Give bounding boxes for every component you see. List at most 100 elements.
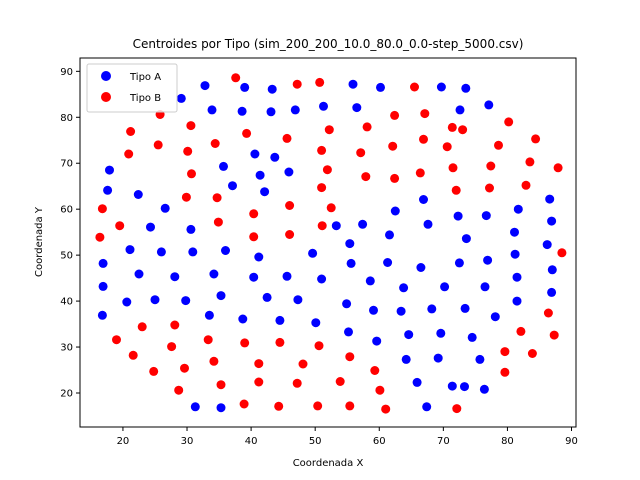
data-point-series-0-67: [390, 206, 400, 216]
data-point-series-1-79: [521, 180, 531, 190]
data-point-series-1-58: [381, 404, 391, 414]
data-point-series-0-19: [170, 272, 180, 282]
data-point-series-1-29: [249, 232, 259, 242]
x-tick-label: 30: [181, 436, 194, 447]
data-point-series-1-45: [317, 183, 327, 193]
points-layer: [95, 73, 567, 414]
data-point-series-1-66: [442, 142, 452, 152]
data-point-series-0-74: [419, 195, 428, 204]
data-point-series-1-39: [292, 378, 302, 388]
data-point-series-0-78: [433, 353, 443, 363]
data-point-series-0-79: [436, 328, 446, 338]
data-point-series-1-23: [213, 217, 223, 227]
data-point-series-1-46: [317, 221, 327, 231]
data-point-series-0-9: [103, 185, 113, 195]
data-point-series-0-8: [98, 258, 108, 268]
legend: Tipo A Tipo B: [86, 63, 178, 113]
data-point-series-1-75: [500, 347, 510, 357]
data-point-series-0-53: [331, 221, 341, 231]
y-axis: 20 30 40 50 60 70 80 90: [60, 67, 80, 399]
y-tick-label: 60: [60, 205, 73, 216]
data-point-series-0-39: [260, 187, 270, 197]
data-point-series-0-17: [156, 247, 166, 257]
data-point-series-1-8: [149, 366, 159, 376]
data-point-series-1-67: [447, 122, 457, 132]
data-point-series-1-49: [326, 203, 336, 213]
data-point-series-1-82: [531, 134, 541, 144]
data-point-series-0-45: [282, 271, 292, 281]
data-point-series-0-22: [186, 224, 196, 234]
data-point-series-1-35: [282, 133, 292, 143]
data-point-series-1-42: [314, 341, 324, 351]
data-point-series-1-84: [549, 330, 559, 340]
data-point-series-0-41: [266, 107, 276, 117]
data-point-series-1-26: [239, 399, 249, 409]
data-point-series-0-96: [512, 272, 522, 282]
data-point-series-1-61: [390, 173, 400, 183]
y-tick-label: 80: [60, 113, 73, 124]
data-point-series-0-56: [345, 239, 355, 249]
y-tick-label: 90: [60, 67, 73, 78]
data-point-series-1-55: [362, 122, 372, 132]
data-point-series-1-57: [375, 385, 385, 395]
data-point-series-1-78: [516, 326, 526, 336]
data-point-series-1-41: [313, 401, 323, 411]
data-point-series-0-101: [547, 216, 557, 226]
data-point-series-0-55: [344, 327, 353, 337]
y-tick-label: 30: [60, 343, 73, 354]
data-point-series-1-7: [137, 322, 147, 332]
data-point-series-0-4: [447, 381, 457, 391]
data-point-series-1-69: [451, 185, 461, 195]
data-point-series-0-102: [547, 265, 557, 275]
data-point-series-0-103: [547, 287, 557, 297]
data-point-series-0-93: [490, 312, 500, 322]
data-point-series-1-12: [170, 320, 180, 330]
data-point-series-1-56: [370, 366, 380, 375]
data-point-series-1-31: [254, 359, 264, 369]
data-point-series-0-30: [221, 246, 230, 255]
plot-frame: [79, 57, 577, 428]
data-point-series-1-28: [242, 128, 252, 138]
chart-title: Centroides por Tipo (sim_200_200_10.0_80…: [133, 37, 524, 51]
data-point-series-1-33: [274, 401, 284, 411]
data-point-series-1-9: [153, 140, 163, 150]
data-point-series-1-63: [415, 168, 425, 178]
y-tick-label: 70: [60, 159, 73, 170]
data-point-series-0-92: [484, 100, 494, 110]
data-point-series-0-83: [454, 258, 464, 268]
data-point-series-0-64: [376, 82, 385, 92]
data-point-series-0-77: [427, 304, 437, 314]
data-point-series-1-77: [504, 117, 514, 127]
data-point-series-0-31: [228, 181, 237, 191]
data-point-series-1-83: [543, 308, 553, 318]
data-point-series-0-54: [342, 299, 352, 309]
data-point-series-1-53: [356, 148, 366, 158]
data-point-series-0-86: [461, 83, 471, 93]
y-axis-label: Coordenada Y: [34, 206, 45, 277]
data-point-series-0-16: [150, 295, 160, 305]
data-point-series-0-51: [317, 274, 327, 284]
data-point-series-1-21: [210, 139, 220, 148]
data-point-series-1-72: [485, 183, 494, 193]
data-point-series-0-36: [250, 149, 260, 159]
data-point-series-1-1: [97, 204, 107, 214]
data-point-series-0-1: [216, 403, 226, 413]
data-point-series-0-84: [455, 105, 465, 115]
data-point-series-0-21: [181, 296, 191, 306]
data-point-series-1-44: [317, 145, 327, 155]
data-point-series-1-50: [335, 377, 345, 386]
y-tick-label: 40: [60, 297, 73, 308]
data-point-series-0-100: [545, 194, 555, 204]
data-point-series-1-59: [388, 141, 398, 151]
data-point-series-1-16: [183, 146, 193, 156]
data-point-series-0-89: [480, 282, 490, 292]
y-tick-label: 50: [60, 251, 73, 262]
data-point-series-0-38: [255, 170, 265, 180]
data-point-series-0-18: [160, 203, 170, 213]
data-point-series-1-76: [500, 367, 510, 377]
data-point-series-0-72: [412, 377, 422, 387]
data-point-series-0-44: [275, 315, 285, 325]
data-point-series-0-25: [204, 310, 214, 320]
data-point-series-1-2: [112, 335, 121, 345]
data-point-series-1-34: [275, 337, 285, 347]
